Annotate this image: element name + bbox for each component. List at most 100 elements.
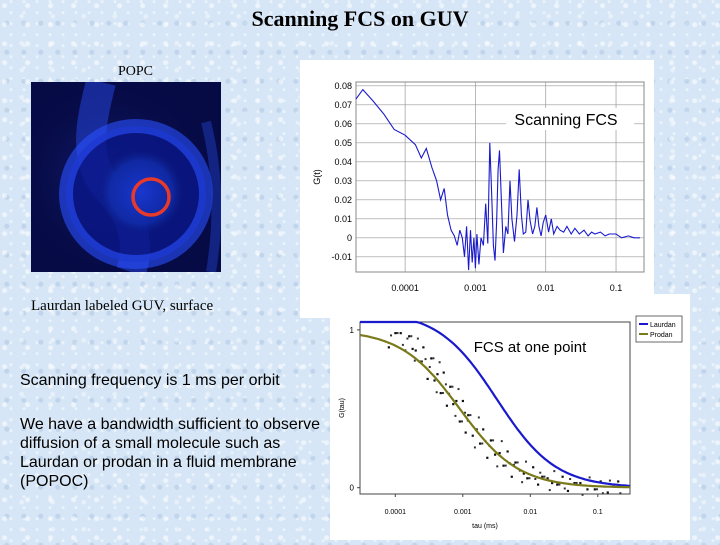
data-point [563,487,566,490]
data-point [566,489,570,493]
data-point [439,392,442,395]
guv-image-drawing [31,82,221,272]
data-point [444,383,447,386]
data-point [435,391,438,394]
fcs-one-point-svg: 0 1 0.0001 0.001 0.01 0.1 G(tau) tau (ms) Laurda… [339,315,683,530]
data-point [410,335,413,338]
data-point [414,349,417,352]
data-point [473,446,476,449]
data-point [541,475,544,478]
data-point [548,489,551,492]
data-point [454,414,457,417]
y-tick-label: -0.01 [331,252,352,262]
x-tick-label: 0.1 [610,283,623,293]
y-tick-label: 0.02 [334,195,352,205]
scan-frequency-text: Scanning frequency is 1 ms per orbit [20,372,280,389]
data-point [601,492,604,495]
data-point [532,466,535,469]
data-point [494,453,497,456]
data-point [516,461,519,464]
data-point [558,483,561,486]
slide-title: Scanning FCS on GUV [251,6,469,31]
y-tick-label: 0.01 [334,214,352,224]
data-point [426,377,429,381]
legend: Laurdan Prodan [635,315,683,343]
data-point [442,371,445,374]
data-point [506,450,509,453]
fcs-one-point-chart: 0 1 0.0001 0.001 0.01 0.1 G(tau) tau (ms) Laurda… [330,294,690,540]
data-point [573,481,576,485]
data-point [556,483,559,486]
data-point [482,428,485,431]
legend-entry: Laurdan [650,322,676,329]
data-point [413,359,416,362]
data-point [510,475,513,478]
data-point [408,335,411,338]
data-point [586,488,589,491]
x-tick-label: 0.0001 [391,283,419,293]
y-axis-label: G(t) [312,169,322,185]
x-tick-label: 0.01 [537,283,555,293]
x-tick-label: 0.001 [454,509,472,516]
data-point [390,334,393,337]
data-point [433,379,436,382]
fit-curve-prodan [359,333,630,489]
data-point [411,347,414,351]
data-point [619,492,622,495]
y-tick-label: 0.08 [334,81,352,91]
data-point [471,434,474,437]
data-point [477,416,480,419]
data-point [396,332,399,335]
legend-box [635,315,683,343]
data-point [399,332,402,335]
data-point [467,414,470,417]
data-point [489,439,493,442]
data-point [536,483,540,486]
data-point [486,456,489,459]
guv-microscopy-image [31,82,221,272]
scan-orbit-circle [131,177,171,217]
scanning-fcs-svg: -0.01 0 0.01 0.02 0.03 0.04 0.05 0.06 0.07 0.08 0.… [312,81,645,293]
data-point [502,464,505,467]
y-tick-label: 0 [350,484,355,493]
data-point [401,343,404,346]
data-point [514,461,517,464]
data-point [521,481,524,484]
data-point [428,365,431,368]
data-point [498,451,501,455]
y-tick-label: 0.07 [334,100,352,110]
data-point [449,385,452,388]
title-background [506,108,634,130]
data-point [569,478,572,481]
data-point [424,358,427,361]
y-tick-label: 0 [347,233,352,243]
data-point [422,346,425,349]
image-caption: Laurdan labeled GUV, surface [31,298,214,314]
x-tick-label: 0.0001 [385,509,407,516]
y-tick-label: 0.04 [334,157,352,167]
data-point [595,488,598,491]
data-point [512,463,515,466]
data-point [500,440,503,443]
y-tick-label: 1 [350,326,355,335]
data-point [445,404,449,407]
data-point [588,476,591,479]
data-point [420,360,423,363]
data-point [387,346,390,349]
data-point [561,475,564,478]
data-point [606,491,609,494]
data-point [575,481,578,484]
x-tick-label: 0.01 [523,509,537,516]
data-point [504,464,507,467]
data-point [416,337,419,340]
data-point [522,472,525,475]
data-point [455,399,458,403]
data-point [479,442,482,445]
data-point [441,392,444,395]
data-point [438,361,441,364]
data-point [481,442,484,445]
y-tick-label: 0.06 [334,119,352,129]
y-tick-label: 0.03 [334,176,352,186]
data-point [553,470,556,473]
data-point [546,477,549,480]
